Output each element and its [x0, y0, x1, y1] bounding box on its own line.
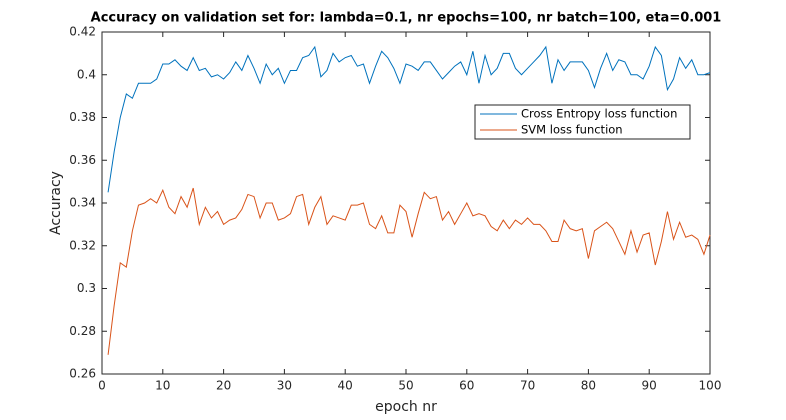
x-axis-label: epoch nr — [375, 399, 437, 415]
plot-area — [101, 31, 711, 375]
x-tick-label: 10 — [155, 379, 170, 393]
series-line — [107, 45, 711, 193]
x-tick-label: 20 — [216, 379, 231, 393]
y-tick-label: 0.36 — [69, 153, 96, 167]
x-tick-label: 30 — [277, 379, 292, 393]
series-line — [107, 187, 711, 355]
y-tick-label: 0.26 — [69, 367, 96, 381]
chart-title: Accuracy on validation set for: lambda=0… — [91, 11, 722, 26]
x-tick-label: 80 — [581, 379, 596, 393]
y-tick-label: 0.34 — [69, 196, 96, 210]
y-tick-label: 0.28 — [69, 324, 96, 338]
legend-label: Cross Entropy loss function — [521, 107, 677, 121]
x-tick-label: 90 — [642, 379, 657, 393]
x-tick-label: 60 — [459, 379, 474, 393]
y-axis-label: Accuracy — [48, 171, 64, 235]
legend-box — [474, 104, 691, 140]
legend-label: SVM loss function — [521, 123, 623, 137]
y-tick-label: 0.3 — [77, 281, 96, 295]
y-tick-label: 0.42 — [69, 25, 96, 39]
y-tick-label: 0.4 — [77, 67, 96, 81]
x-tick-label: 70 — [520, 379, 535, 393]
y-tick-label: 0.32 — [69, 238, 96, 252]
x-tick-label: 40 — [338, 379, 353, 393]
x-tick-label: 100 — [699, 379, 722, 393]
x-tick-label: 50 — [398, 379, 413, 393]
x-tick-label: 0 — [98, 379, 106, 393]
y-tick-label: 0.38 — [69, 110, 96, 124]
